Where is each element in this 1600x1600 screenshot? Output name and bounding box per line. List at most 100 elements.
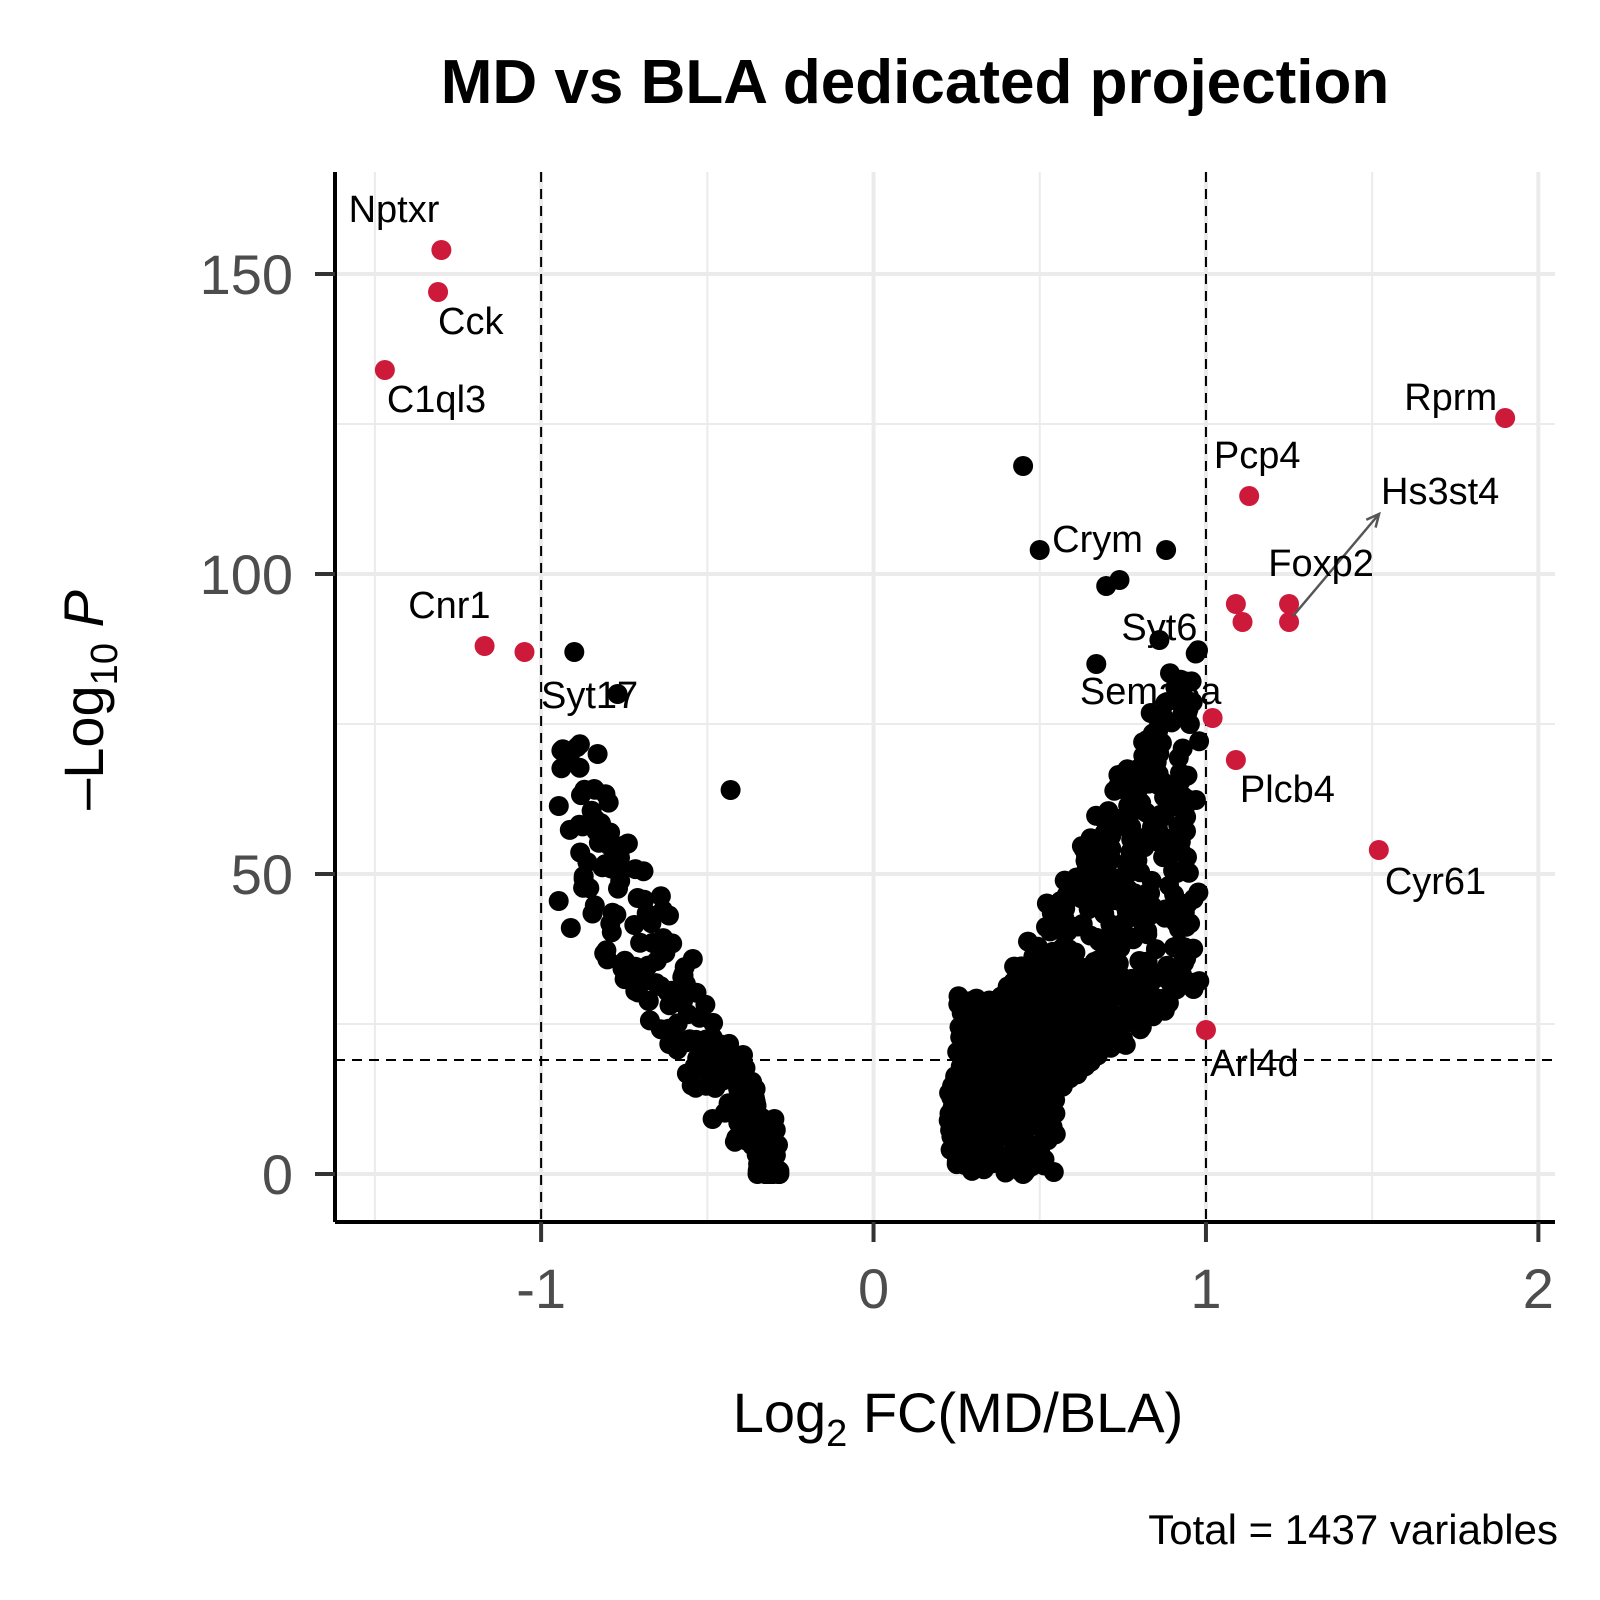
data-point <box>602 902 623 923</box>
data-point <box>587 744 608 764</box>
data-point <box>608 855 629 876</box>
axes <box>333 172 1555 1224</box>
data-point <box>1080 925 1101 946</box>
data-point <box>598 792 619 813</box>
data-point <box>560 918 581 938</box>
gene-label: Rprm <box>1404 377 1497 419</box>
data-point <box>1056 942 1077 962</box>
data-point <box>551 758 572 779</box>
significant-point <box>428 282 449 302</box>
gene-label: Cnr1 <box>408 585 490 627</box>
y-tick-label: 0 <box>262 1143 293 1206</box>
data-point <box>1188 882 1209 903</box>
x-tick-label: 1 <box>1190 1257 1221 1320</box>
data-point <box>608 878 628 899</box>
x-tick-label: 2 <box>1523 1257 1554 1320</box>
gene-label: Pcp4 <box>1214 435 1301 477</box>
data-point <box>1085 987 1106 1008</box>
caption: Total = 1437 variables <box>1148 1506 1558 1553</box>
data-point <box>601 922 622 943</box>
significant-points <box>374 240 1516 1040</box>
data-point <box>1045 1090 1066 1110</box>
y-axis-title-sub: 10 <box>84 643 126 685</box>
gene-label: Syt17 <box>541 675 638 717</box>
gene-label: Sema5a <box>1080 671 1222 713</box>
data-point <box>1124 976 1145 997</box>
data-point <box>646 951 667 971</box>
y-tick-label: 50 <box>231 843 293 906</box>
data-point <box>638 991 659 1011</box>
connector-arrowhead <box>1365 511 1381 528</box>
data-point <box>1029 540 1050 560</box>
data-point <box>645 973 666 994</box>
data-point <box>981 1134 1002 1155</box>
data-point <box>1136 764 1157 785</box>
data-point <box>1025 1140 1046 1161</box>
data-point <box>1165 893 1186 914</box>
data-point <box>1067 886 1088 907</box>
data-point <box>1046 957 1067 978</box>
data-point <box>1003 1054 1024 1075</box>
data-point <box>1052 899 1073 920</box>
significant-point <box>1225 594 1246 614</box>
data-point <box>582 903 603 924</box>
data-point <box>627 888 648 908</box>
data-point <box>995 1162 1016 1183</box>
data-point <box>1129 951 1150 971</box>
data-point <box>703 1012 724 1033</box>
data-point <box>1189 731 1210 752</box>
data-point <box>548 796 569 816</box>
data-point <box>679 1029 700 1050</box>
data-point <box>980 1113 1001 1134</box>
data-point <box>650 886 671 907</box>
cutoff-lines <box>335 172 1555 1222</box>
data-point <box>1073 1040 1094 1061</box>
data-point <box>650 1019 671 1040</box>
data-point <box>1042 995 1062 1016</box>
data-point <box>983 1087 1004 1108</box>
data-point <box>1172 684 1193 704</box>
data-point <box>699 1037 720 1058</box>
data-point <box>624 915 645 935</box>
data-point <box>673 964 694 985</box>
data-point <box>1163 860 1184 881</box>
data-point <box>1185 643 1206 664</box>
data-point <box>695 994 716 1015</box>
x-axis-ticks: -1 0 1 2 <box>516 1222 1554 1320</box>
data-point <box>1136 730 1157 751</box>
data-point <box>1084 835 1105 855</box>
data-point <box>1145 939 1166 960</box>
significant-point <box>1279 594 1300 614</box>
data-point <box>1149 630 1170 650</box>
data-point <box>1153 772 1174 793</box>
data-point <box>1087 877 1108 898</box>
data-point <box>1170 762 1190 783</box>
data-point <box>1036 893 1057 914</box>
gene-label: Arl4d <box>1210 1043 1299 1085</box>
data-point <box>625 859 646 880</box>
data-point <box>569 757 590 778</box>
gene-label: Foxp2 <box>1268 543 1374 585</box>
data-point <box>1083 1008 1104 1029</box>
y-axis-title-italic: P <box>52 590 115 643</box>
data-point <box>738 1120 759 1141</box>
data-point <box>1095 971 1116 992</box>
data-point <box>607 684 628 704</box>
data-point <box>1177 703 1198 723</box>
x-axis-title: Log2 FC(MD/BLA) <box>733 1381 1184 1455</box>
data-point <box>564 642 585 662</box>
data-point <box>1101 826 1122 847</box>
data-point <box>1133 991 1154 1012</box>
data-point <box>1128 1012 1149 1033</box>
data-point <box>745 1079 766 1099</box>
significant-point <box>1225 750 1246 770</box>
x-tick-label: 0 <box>858 1257 889 1320</box>
data-point <box>1105 927 1126 948</box>
data-point <box>1183 938 1204 959</box>
data-point <box>1099 1028 1120 1049</box>
significant-point <box>514 642 535 662</box>
data-point <box>1105 868 1125 889</box>
data-point <box>1086 654 1107 674</box>
significant-point <box>1195 1020 1216 1040</box>
